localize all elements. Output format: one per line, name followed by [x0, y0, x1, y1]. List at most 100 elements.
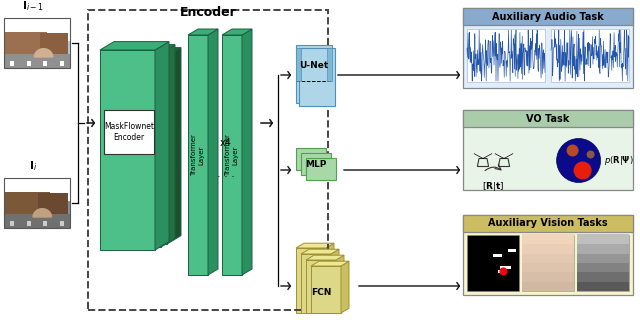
Text: VO Task: VO Task	[526, 113, 570, 124]
Polygon shape	[301, 249, 339, 254]
Bar	[327, 48, 332, 81]
Bar	[463, 8, 633, 88]
Polygon shape	[341, 261, 349, 313]
Polygon shape	[242, 29, 252, 275]
Polygon shape	[100, 42, 169, 50]
FancyBboxPatch shape	[104, 110, 154, 154]
Bar	[577, 234, 629, 244]
Bar	[301, 254, 331, 313]
Bar	[44, 61, 47, 66]
Bar	[522, 235, 574, 291]
Bar	[40, 33, 68, 57]
Polygon shape	[326, 243, 334, 313]
Bar	[522, 253, 574, 263]
Polygon shape	[112, 48, 181, 56]
Bar	[60, 61, 64, 66]
Bar	[463, 110, 633, 190]
Polygon shape	[306, 255, 344, 260]
Bar	[188, 35, 208, 275]
Polygon shape	[336, 255, 344, 313]
Bar	[577, 235, 629, 291]
Bar	[222, 35, 242, 275]
Bar	[38, 193, 68, 217]
Text: $[\mathbf{R}|\mathbf{t}]$: $[\mathbf{R}|\mathbf{t}]$	[482, 179, 504, 193]
Bar	[10, 221, 14, 226]
Text: $\mathbf{I}_{i}$: $\mathbf{I}_{i}$	[29, 159, 37, 173]
Bar	[296, 45, 332, 103]
Bar	[522, 281, 574, 291]
Bar	[60, 221, 64, 226]
Bar	[577, 262, 629, 272]
Circle shape	[557, 138, 600, 183]
Polygon shape	[33, 209, 52, 217]
Polygon shape	[311, 261, 349, 266]
Circle shape	[566, 145, 579, 156]
Bar	[4, 18, 70, 68]
Text: Transformer
Layer: Transformer Layer	[225, 134, 239, 176]
Bar	[577, 253, 629, 263]
Text: Auxiliary Vision Tasks: Auxiliary Vision Tasks	[488, 219, 608, 229]
Bar	[467, 29, 545, 82]
Bar	[500, 266, 511, 269]
Bar	[577, 271, 629, 282]
Bar	[44, 221, 47, 226]
Bar	[508, 250, 516, 252]
Bar	[27, 221, 31, 226]
Bar	[296, 148, 326, 170]
Bar	[311, 266, 341, 313]
Text: FCN: FCN	[311, 288, 331, 297]
Polygon shape	[167, 48, 181, 244]
Polygon shape	[331, 249, 339, 313]
Text: Transformer
Layer: Transformer Layer	[191, 134, 205, 176]
Bar	[299, 48, 335, 106]
Text: . . .: . . .	[217, 169, 235, 179]
Bar	[4, 41, 70, 68]
Bar	[4, 178, 70, 228]
Bar	[522, 271, 574, 282]
Bar	[463, 8, 633, 25]
Bar	[463, 215, 633, 295]
Text: $p(\mathbf{R}|\mathbf{\Psi})$: $p(\mathbf{R}|\mathbf{\Psi})$	[604, 154, 633, 167]
Bar	[10, 61, 14, 66]
Circle shape	[587, 150, 595, 158]
Polygon shape	[35, 49, 53, 57]
Text: $\mathbf{I}_{i-1}$: $\mathbf{I}_{i-1}$	[22, 0, 44, 13]
Bar	[522, 234, 574, 244]
Bar	[296, 248, 326, 313]
Polygon shape	[222, 29, 252, 35]
Bar	[106, 53, 161, 247]
Polygon shape	[296, 243, 334, 248]
Bar	[296, 48, 301, 81]
Bar	[306, 260, 336, 313]
Polygon shape	[155, 42, 169, 250]
Bar	[27, 61, 31, 66]
Bar	[301, 153, 331, 175]
Bar	[577, 281, 629, 291]
Bar	[4, 192, 50, 219]
Polygon shape	[208, 29, 218, 275]
Bar	[463, 215, 633, 232]
Bar	[522, 262, 574, 272]
Bar	[463, 110, 633, 127]
Text: x4: x4	[220, 138, 232, 148]
Bar	[467, 235, 519, 291]
Bar	[4, 32, 47, 59]
Text: Encoder: Encoder	[180, 6, 236, 19]
Polygon shape	[161, 45, 175, 247]
Text: U-Net: U-Net	[300, 61, 328, 70]
Bar	[498, 270, 505, 273]
Bar	[522, 243, 574, 254]
Text: Auxiliary Audio Task: Auxiliary Audio Task	[492, 12, 604, 22]
Bar	[100, 50, 155, 250]
Bar	[112, 56, 167, 244]
Bar	[4, 214, 70, 228]
Polygon shape	[188, 29, 218, 35]
Polygon shape	[106, 45, 175, 53]
Bar	[4, 54, 70, 68]
Text: MLP: MLP	[305, 159, 326, 168]
Bar	[493, 254, 502, 257]
Circle shape	[499, 267, 508, 275]
Circle shape	[573, 162, 591, 179]
Bar	[306, 158, 336, 180]
Bar	[551, 29, 629, 82]
